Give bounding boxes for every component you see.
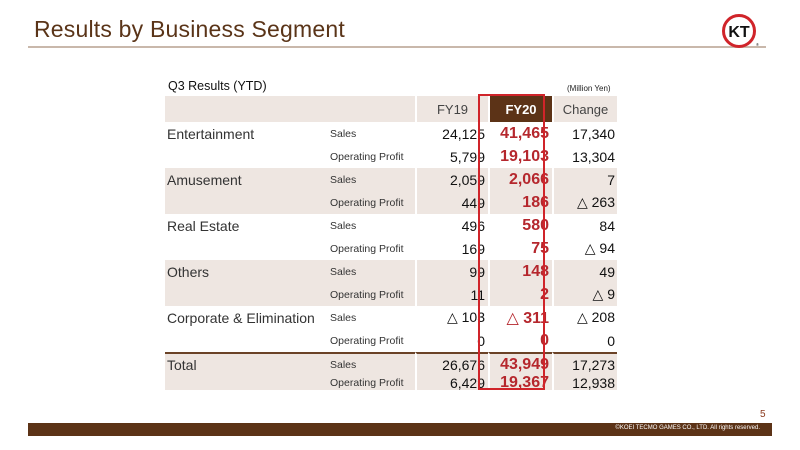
fy20-value: 580 xyxy=(488,214,552,237)
fy20-value: △ 311 xyxy=(488,306,552,329)
change-value: △ 263 xyxy=(552,191,617,214)
table-row: Real Estate Sales 496 580 84 xyxy=(165,214,617,237)
segment-name: Entertainment xyxy=(167,125,255,142)
table-row: Operating Profit 0 0 0 xyxy=(165,329,617,352)
segment-name xyxy=(165,283,325,306)
table-section-label: Q3 Results (YTD) xyxy=(168,79,267,93)
table-row: Corporate & Elimination Sales △ 103 △ 31… xyxy=(165,306,617,329)
metric-label: Sales xyxy=(325,168,415,191)
change-value: 0 xyxy=(552,329,617,352)
header-metric-cell xyxy=(325,96,415,122)
fy20-value: 19,367 xyxy=(488,374,552,391)
fy19-value: 26,676 xyxy=(415,352,488,375)
segment-name xyxy=(165,191,325,214)
header-segment-cell xyxy=(165,96,325,122)
fy19-value: 496 xyxy=(415,214,488,237)
change-value: 12,938 xyxy=(552,375,617,391)
metric-label: Sales xyxy=(330,219,357,232)
segment-name xyxy=(165,375,325,390)
segment-name: Others xyxy=(165,260,325,283)
change-value: 49 xyxy=(552,260,617,283)
fy20-value: 148 xyxy=(488,260,552,283)
copyright-text: ©KOEI TECMO GAMES CO., LTD. All rights r… xyxy=(615,425,760,431)
column-header-change: Change xyxy=(552,96,617,122)
change-value: 84 xyxy=(552,214,617,237)
fy20-value: 186 xyxy=(488,191,552,214)
fy20-value: 19,103 xyxy=(488,145,552,168)
table-row: Operating Profit 6,429 19,367 12,938 xyxy=(165,374,617,391)
metric-label: Operating Profit xyxy=(330,242,404,255)
column-header-fy19: FY19 xyxy=(415,96,488,122)
table-header-row: FY19 FY20 Change xyxy=(165,96,617,122)
column-header-fy20: FY20 xyxy=(488,96,552,122)
change-value: △ 9 xyxy=(552,283,617,306)
change-value: 7 xyxy=(552,168,617,191)
fy19-value: 5,799 xyxy=(415,145,488,168)
table-row: Operating Profit 449 186 △ 263 xyxy=(165,191,617,214)
fy19-value: 0 xyxy=(415,329,488,352)
metric-label: Operating Profit xyxy=(325,375,415,390)
table-row: Operating Profit 169 75 △ 94 xyxy=(165,237,617,260)
logo-text: KT xyxy=(728,24,750,41)
table-row: Amusement Sales 2,059 2,066 7 xyxy=(165,168,617,191)
segment-name: Real Estate xyxy=(167,217,240,234)
table-row: Entertainment Sales 24,125 41,465 17,340 xyxy=(165,122,617,145)
fy19-value: 2,059 xyxy=(415,168,488,191)
fy19-value: 11 xyxy=(415,283,488,306)
metric-label: Sales xyxy=(325,260,415,283)
fy20-value: 41,465 xyxy=(488,122,552,145)
koei-tecmo-logo-icon: KT ® xyxy=(722,14,759,48)
page-title: Results by Business Segment xyxy=(34,16,345,42)
metric-label: Sales xyxy=(330,127,357,140)
metric-label: Operating Profit xyxy=(330,334,404,347)
table-row: Total Sales 26,676 43,949 17,273 xyxy=(165,352,617,375)
segment-name: Amusement xyxy=(165,168,325,191)
svg-text:®: ® xyxy=(756,42,759,47)
change-value: 13,304 xyxy=(552,145,617,168)
table-row: Operating Profit 5,799 19,103 13,304 xyxy=(165,145,617,168)
segment-name: Corporate & Elimination xyxy=(167,309,315,326)
change-value: 17,273 xyxy=(552,352,617,375)
fy19-value: 6,429 xyxy=(415,375,488,391)
metric-label: Sales xyxy=(330,311,357,324)
change-value: △ 208 xyxy=(552,306,617,329)
segment-name: Total xyxy=(165,352,325,375)
fy19-value: 449 xyxy=(415,191,488,214)
table-row: Others Sales 99 148 49 xyxy=(165,260,617,283)
table-row: Operating Profit 11 2 △ 9 xyxy=(165,283,617,306)
unit-label: (Million Yen) xyxy=(567,84,611,93)
fy20-value: 2,066 xyxy=(488,168,552,191)
metric-label: Operating Profit xyxy=(330,150,404,163)
fy20-value: 0 xyxy=(488,329,552,352)
metric-label: Operating Profit xyxy=(325,283,415,306)
fy20-value: 43,949 xyxy=(488,352,552,375)
fy19-value: 24,125 xyxy=(415,122,488,145)
title-divider xyxy=(28,46,766,48)
fy19-value: 99 xyxy=(415,260,488,283)
metric-label: Operating Profit xyxy=(325,191,415,214)
footer-bar: ©KOEI TECMO GAMES CO., LTD. All rights r… xyxy=(28,423,772,436)
fy20-value: 75 xyxy=(488,237,552,260)
fy20-value: 2 xyxy=(488,283,552,306)
change-value: 17,340 xyxy=(552,122,617,145)
page-number: 5 xyxy=(760,409,766,420)
segment-name xyxy=(165,237,325,260)
metric-label: Sales xyxy=(325,352,415,375)
change-value: △ 94 xyxy=(552,237,617,260)
fy19-value: 169 xyxy=(415,237,488,260)
fy19-value: △ 103 xyxy=(415,306,488,329)
segment-name xyxy=(165,145,325,168)
segment-name xyxy=(165,329,325,352)
